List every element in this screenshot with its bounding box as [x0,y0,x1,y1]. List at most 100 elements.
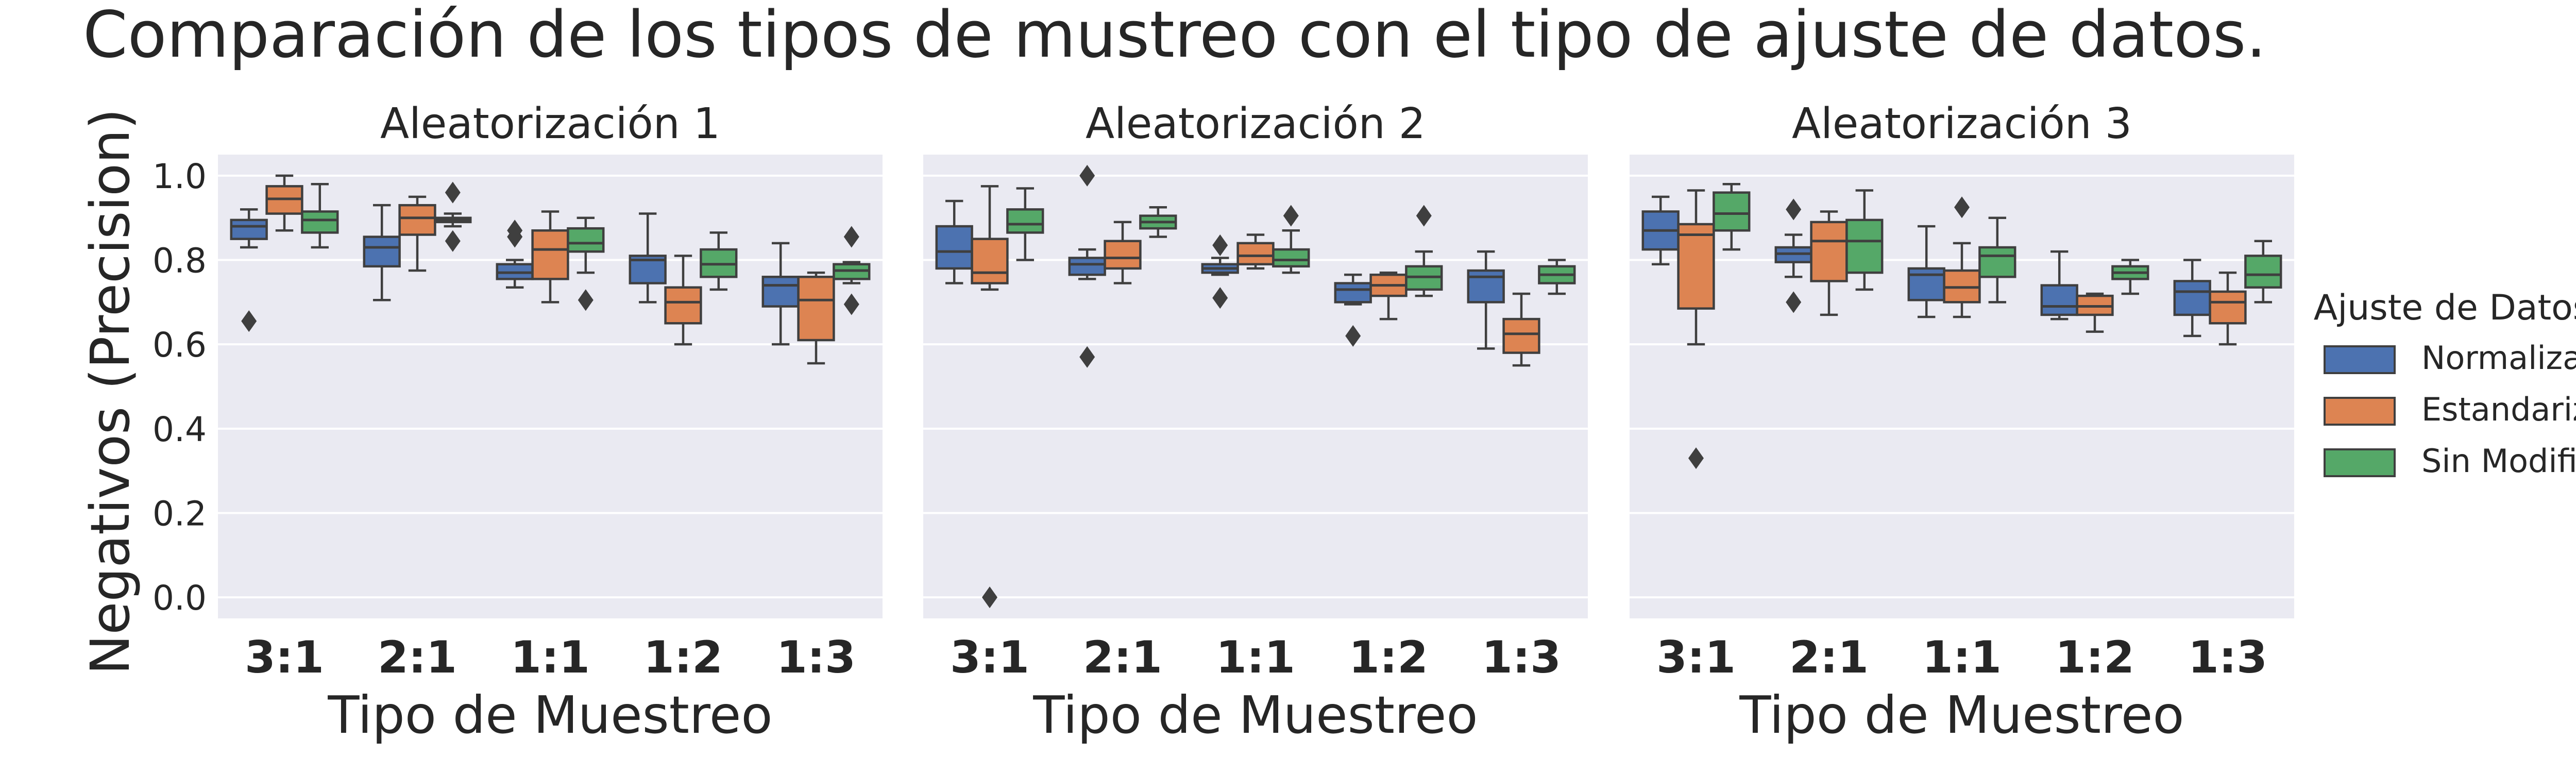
y-tick-label: 1.0 [152,157,207,196]
x-tick-label: 1:3 [776,632,856,683]
box-estandarizados [1677,189,1715,469]
box-normalizados [1907,225,1945,318]
box-sin-modificación [2244,240,2282,304]
box-iqr [797,276,835,342]
box-estandarizados [265,174,303,232]
outlier-point [1212,287,1228,309]
x-tick-label: 2:1 [1083,632,1162,683]
box-iqr [664,286,702,325]
box-estandarizados [971,185,1009,609]
outlier-point [1212,234,1228,256]
x-tick-label: 1:3 [1482,632,1561,683]
box-estandarizados [797,271,835,365]
box-iqr [1467,269,1505,304]
outlier-point [1283,205,1299,227]
box-normalizados [496,220,534,289]
box-sin-modificación [567,216,605,311]
box-iqr [761,276,800,308]
box-iqr [1677,223,1715,310]
outlier-point [843,293,859,315]
panel-title: Aleatorización 3 [1792,99,2132,148]
box-sin-modificación [434,181,472,252]
box-iqr [1104,240,1142,270]
box-estandarizados [531,210,569,304]
legend-entry: Normalizados [2324,339,2576,377]
x-tick-label: 1:3 [2188,632,2267,683]
y-tick-label: 0.8 [152,241,207,281]
box-normalizados [935,199,973,284]
legend-swatch [2324,397,2396,426]
box-sin-modificación [2111,259,2149,295]
box-normalizados [629,212,667,304]
outlier-point [982,586,997,609]
legend-swatch [2324,345,2396,374]
box-normalizados [1201,234,1239,309]
panels: 0.0 0.2 0.4 0.6 0.8 1.0 Aleatorización 1 3:1 2:1… [152,99,2294,745]
chart-title: Comparación de los tipos de mustreo con … [83,0,2266,72]
box-sin-modificación [1272,205,1310,274]
box-sin-modificación [1405,205,1443,297]
box-sin-modificación [1139,206,1177,238]
legend-label: Sin Modificación [2421,442,2576,480]
panel-title: Aleatorización 1 [380,99,720,148]
box-iqr [2244,255,2282,289]
box-sin-modificación [1845,189,1884,291]
legend-swatch [2324,448,2396,477]
outlier-point [241,310,257,332]
box-sin-modificación [1713,183,1751,251]
x-axis-label: Tipo de Muestreo [1739,685,2184,745]
panel-title: Aleatorización 2 [1086,99,1426,148]
legend-label: Normalizados [2421,339,2576,377]
box-iqr [1845,219,1884,274]
x-tick-label: 1:1 [1922,632,2002,683]
box-estandarizados [1502,292,1540,367]
outlier-point [1688,447,1704,469]
outlier-point [843,226,859,248]
x-tick-label: 2:1 [1789,632,1869,683]
legend-entry: Estandarizados [2324,391,2576,428]
box-iqr [363,236,401,268]
legend-label: Estandarizados [2421,391,2576,428]
box-sin-modificación [700,231,738,291]
legend-title: Ajuste de Datos [2314,288,2576,328]
outlier-point [445,181,461,204]
box-iqr [230,219,268,240]
panel-background [1630,155,2294,618]
box-normalizados [1068,164,1106,368]
outlier-point [507,220,523,242]
box-iqr [1810,221,1848,282]
box-normalizados [1334,273,1372,347]
box-estandarizados [2076,292,2114,333]
outlier-point [1416,205,1432,227]
x-tick-label: 2:1 [378,632,457,683]
y-tick-label: 0.2 [152,494,207,533]
outlier-point [578,289,594,311]
box-sin-modificación [301,183,339,249]
outlier-point [1786,291,1802,313]
box-estandarizados [2209,271,2247,346]
box-iqr [1006,208,1044,234]
box-iqr [301,210,339,234]
box-iqr [1236,242,1275,265]
x-axis-label: Tipo de Muestreo [1032,685,1478,745]
outlier-point [1786,198,1802,221]
x-axis-label: Tipo de Muestreo [327,685,772,745]
x-tick-label: 3:1 [950,632,1029,683]
y-tick-label: 0.4 [152,410,207,449]
y-tick-label: 0.6 [152,325,207,365]
legend-entry: Sin Modificación [2324,442,2576,480]
box-iqr [567,227,605,253]
box-normalizados [363,204,401,301]
box-iqr [1068,257,1106,276]
x-tick-label: 1:1 [511,632,590,683]
outlier-point [1954,196,1970,219]
box-iqr [531,229,569,280]
box-iqr [1502,317,1540,354]
x-tick-label: 3:1 [245,632,324,683]
box-estandarizados [1943,196,1981,318]
box-sin-modificación [1006,187,1044,261]
box-iqr [2209,290,2247,325]
